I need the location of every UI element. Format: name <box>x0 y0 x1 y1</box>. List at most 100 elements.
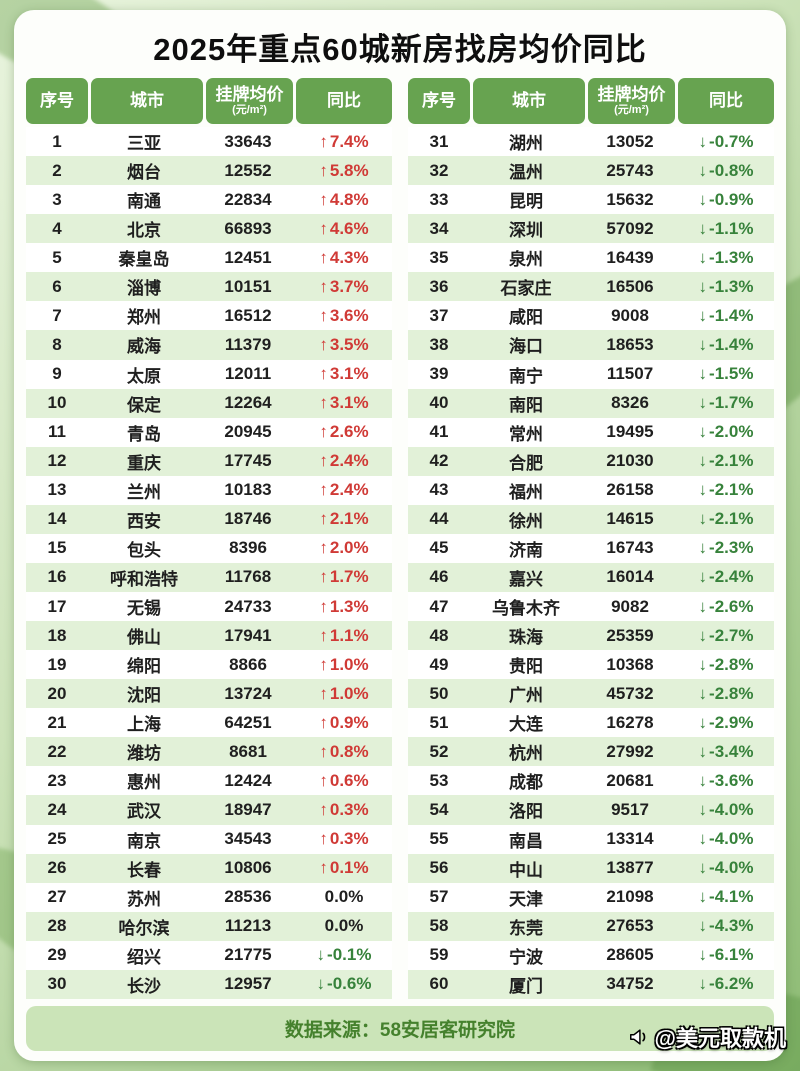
price-cell: 8326 <box>611 393 649 413</box>
down-arrow-icon: ↓ <box>698 422 708 442</box>
table-row: 4 北京 66893 ↑ 4.6% <box>26 214 392 244</box>
price-cell: 45732 <box>606 683 654 703</box>
price-cell: 57092 <box>606 218 654 238</box>
change-cell: ↓ -0.1% <box>296 945 392 965</box>
change-value: -2.1% <box>709 509 754 529</box>
change-cell: ↑ 0.1% <box>296 858 392 878</box>
change-cell: ↑ 0.9% <box>296 713 392 733</box>
rank-cell: 39 <box>429 364 449 384</box>
city-cell: 惠州 <box>127 773 161 793</box>
down-arrow-icon: ↓ <box>698 131 708 151</box>
change-value: -2.4% <box>709 567 754 587</box>
price-cell: 8681 <box>229 741 267 761</box>
column-header-city: 城市 <box>91 78 203 124</box>
change-value: 1.0% <box>329 683 369 703</box>
city-cell: 保定 <box>127 395 161 415</box>
table-row: 26 长春 10806 ↑ 0.1% <box>26 853 392 883</box>
table-row: 35 泉州 16439 ↓ -1.3% <box>408 243 774 273</box>
rank-cell: 9 <box>52 364 62 384</box>
rank-cell: 11 <box>48 422 66 442</box>
change-value: 3.5% <box>329 334 369 354</box>
column-header-price: 挂牌均价 (元/m²) <box>588 78 675 124</box>
rank-cell: 19 <box>47 654 67 674</box>
rank-cell: 5 <box>52 247 62 267</box>
rank-cell: 42 <box>429 451 449 471</box>
city-cell: 嘉兴 <box>509 569 543 589</box>
city-cell: 包头 <box>127 540 161 560</box>
city-cell: 烟台 <box>127 163 161 183</box>
city-cell: 上海 <box>127 715 161 735</box>
table-row: 9 太原 12011 ↑ 3.1% <box>26 359 392 389</box>
change-cell: ↓ -1.7% <box>678 393 774 413</box>
table-row: 13 兰州 10183 ↑ 2.4% <box>26 475 392 505</box>
change-cell: ↑ 3.1% <box>296 393 392 413</box>
table-row: 1 三亚 33643 ↑ 7.4% <box>26 127 392 157</box>
price-cell: 16743 <box>606 538 654 558</box>
rank-cell: 23 <box>47 770 67 790</box>
table-row: 23 惠州 12424 ↑ 0.6% <box>26 766 392 796</box>
table-row: 44 徐州 14615 ↓ -2.1% <box>408 504 774 534</box>
change-value: 0.9% <box>329 712 369 732</box>
change-value: -2.8% <box>709 654 754 674</box>
up-arrow-icon: ↑ <box>319 393 328 413</box>
change-value: -2.9% <box>709 712 754 732</box>
city-cell: 济南 <box>509 540 543 560</box>
table-row: 28 哈尔滨 11213 0.0% <box>26 911 392 941</box>
city-cell: 三亚 <box>127 134 161 154</box>
change-value: -0.8% <box>709 160 754 180</box>
change-value: -1.3% <box>709 247 754 267</box>
price-cell: 18653 <box>606 334 654 354</box>
change-cell: ↓ -4.0% <box>678 800 774 820</box>
change-cell: ↓ -1.1% <box>678 219 774 239</box>
change-cell: ↓ -1.4% <box>678 335 774 355</box>
column-header-no: 序号 <box>408 78 470 124</box>
rank-cell: 14 <box>47 509 67 529</box>
table-row: 7 郑州 16512 ↑ 3.6% <box>26 301 392 331</box>
change-value: -4.0% <box>709 858 754 878</box>
change-value: 4.3% <box>329 247 369 267</box>
change-value: 2.0% <box>329 538 369 558</box>
city-cell: 南京 <box>127 831 161 851</box>
table-row: 34 深圳 57092 ↓ -1.1% <box>408 214 774 244</box>
data-source-text: 数据来源：58安居客研究院 <box>284 1020 516 1041</box>
change-cell: ↑ 0.8% <box>296 742 392 762</box>
change-cell: ↑ 3.5% <box>296 335 392 355</box>
up-arrow-icon: ↑ <box>319 654 328 674</box>
city-cell: 广州 <box>509 686 543 706</box>
price-cell: 10806 <box>224 858 272 878</box>
change-value: 7.4% <box>329 131 369 151</box>
down-arrow-icon: ↓ <box>698 887 708 907</box>
table-row: 22 潍坊 8681 ↑ 0.8% <box>26 737 392 767</box>
change-value: 3.7% <box>329 276 369 296</box>
change-cell: 0.0% <box>296 887 392 907</box>
table-row: 2 烟台 12552 ↑ 5.8% <box>26 156 392 186</box>
rank-cell: 17 <box>47 596 67 616</box>
city-cell: 南通 <box>127 192 161 212</box>
rank-cell: 37 <box>429 305 449 325</box>
price-cell: 25743 <box>606 160 654 180</box>
table-row: 24 武汉 18947 ↑ 0.3% <box>26 795 392 825</box>
change-value: -1.3% <box>709 276 754 296</box>
city-cell: 成都 <box>509 773 543 793</box>
change-cell: ↑ 2.4% <box>296 451 392 471</box>
table-row: 29 绍兴 21775 ↓ -0.1% <box>26 940 392 970</box>
change-value: 1.7% <box>329 567 369 587</box>
change-value: 0.3% <box>329 829 369 849</box>
price-cell: 11213 <box>224 916 272 936</box>
city-cell: 厦门 <box>509 976 543 996</box>
change-cell: ↓ -2.8% <box>678 655 774 675</box>
change-cell: ↑ 3.1% <box>296 364 392 384</box>
up-arrow-icon: ↑ <box>319 276 328 296</box>
change-value: -2.1% <box>709 480 754 500</box>
down-arrow-icon: ↓ <box>698 538 708 558</box>
table-row: 3 南通 22834 ↑ 4.8% <box>26 185 392 215</box>
change-value: -6.1% <box>709 945 754 965</box>
up-arrow-icon: ↑ <box>319 160 328 180</box>
down-arrow-icon: ↓ <box>698 189 708 209</box>
change-cell: ↓ -1.3% <box>678 248 774 268</box>
city-cell: 重庆 <box>127 453 161 473</box>
city-cell: 南阳 <box>509 395 543 415</box>
price-cell: 20945 <box>224 422 272 442</box>
up-arrow-icon: ↑ <box>319 538 328 558</box>
